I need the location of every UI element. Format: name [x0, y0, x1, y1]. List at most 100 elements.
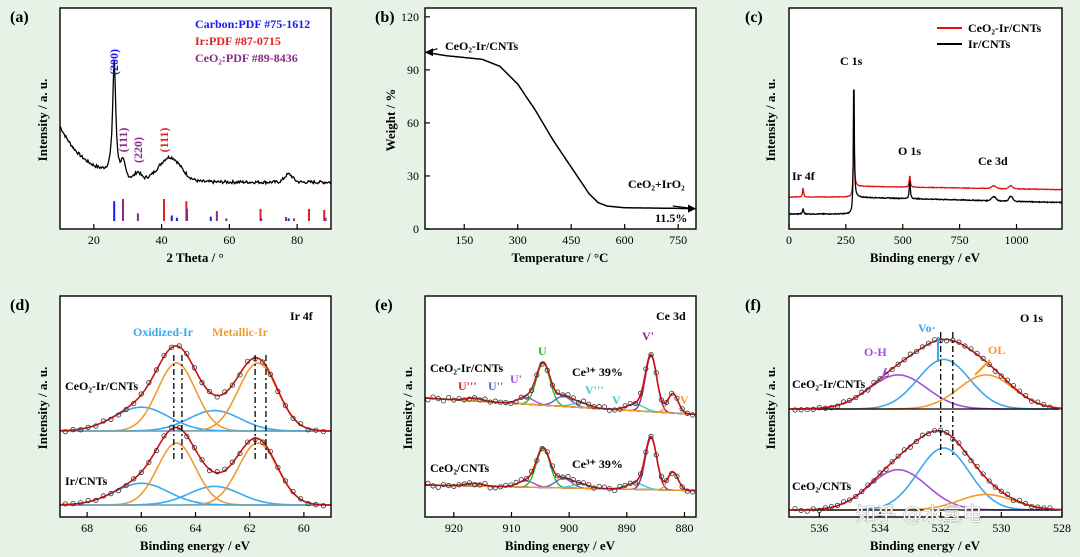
e-ceo2-ir-point [466, 396, 472, 402]
e-title: Ce 3d [656, 309, 686, 323]
c-xlabel: Binding energy / eV [870, 250, 981, 265]
e-ceo2-ir-point [658, 397, 665, 403]
e-ceo2-point [508, 482, 514, 488]
b-tga-curve [424, 51, 697, 210]
d-ir-point [214, 469, 220, 475]
d-ir-point [93, 497, 99, 503]
c-ylabel: Intensity / a. u. [763, 79, 778, 162]
e-ceo2-point [487, 485, 493, 491]
f-ceo2-point [792, 505, 798, 512]
e-ceo2-point [492, 485, 498, 491]
e-ceo2-ir-point [435, 396, 441, 402]
d-ir-point [184, 433, 190, 439]
e-ceo2-ir-point [508, 400, 514, 407]
f-ceo2-point [816, 507, 822, 513]
e-ceo2-ir-point [471, 395, 478, 401]
f-ceo2-ir-point [1016, 388, 1023, 394]
f-ceo2-point [895, 453, 901, 459]
e-ceo2-ir-point [534, 372, 540, 378]
d-ceo2-ir-point [123, 406, 129, 413]
e-V1-label: V' [642, 329, 654, 343]
f-ceo2-ir-point [998, 373, 1004, 379]
c-xtick-label-1: 250 [837, 233, 855, 247]
d-ir-point [290, 488, 296, 495]
e-ceo2-ir-point [627, 400, 633, 407]
d-ceo2-ir-point [100, 418, 106, 424]
f-ceo2-point [859, 488, 865, 494]
e-ceo2-point [555, 473, 561, 479]
d-ir-point [298, 496, 304, 502]
f-OH-label: O-H [864, 345, 887, 359]
d-xlabel: Binding energy / eV [140, 538, 251, 553]
f-ceo2-ir-point [840, 399, 847, 405]
f-ceo2-ir-point [919, 344, 926, 350]
f-ceo2-point [865, 482, 871, 488]
panel-a: 20 40 60 80 (a) 2 Theta / ° Intensity / a. … [10, 7, 332, 265]
b-residue-percent: 11.5% [655, 211, 687, 225]
a-peak-111-ir: (111) [157, 128, 171, 153]
d-ceo2-ir-point [290, 415, 296, 421]
d-ir-point [62, 501, 69, 507]
b-ytick-label-3: 90 [407, 63, 419, 77]
c-series-ir [788, 89, 1063, 216]
b-sample-label: CeO₂-Ir/CNTs [445, 39, 518, 53]
d-ceo2-ir-point [298, 421, 304, 427]
f-ceo2-point [871, 478, 877, 484]
d-ceo2-ir-point [275, 388, 281, 394]
f-Vo-label: Vo· [918, 321, 936, 335]
d-xtick-label-2: 64 [190, 521, 202, 535]
f-ceo2-point [834, 502, 841, 508]
d-ceo2-ir-point [237, 372, 243, 378]
e-ceo2-point [679, 484, 685, 490]
f-arrow-ol [974, 359, 991, 376]
b-residue-label: CeO₂+IrO₂ [628, 177, 685, 191]
e-V-label: V [612, 393, 621, 407]
d-ceo2-ir-point [146, 379, 152, 386]
f-ceo2-ir-point [859, 389, 865, 395]
c-C1s-label: C 1s [840, 54, 863, 68]
c-O1s-label: O 1s [898, 144, 921, 158]
a-xlabel: 2 Theta / ° [166, 250, 223, 265]
f-ceo2-fit [789, 429, 1063, 511]
b-ytick-label-1: 30 [407, 169, 419, 183]
e-ceo2-ir-point [503, 400, 509, 406]
panel-d: 68 66 64 62 60 (d) Binding energy / eV Inten… [10, 295, 332, 553]
d-ceo2-ir-point [176, 343, 182, 349]
f-ceo2-point [968, 458, 974, 464]
d-ir-point [85, 497, 91, 504]
d-ceo2-ir-point [260, 359, 266, 365]
f-ceo2-point [1047, 505, 1053, 511]
f-ceo2-ir-point [853, 394, 859, 401]
e-ceo2-point [648, 433, 654, 439]
panel-c: 0 250 500 750 1000 (c) Binding energy / eV I… [745, 7, 1063, 265]
e-ceo2-ir-point [679, 406, 685, 412]
d-ir-point [222, 466, 228, 472]
e-ceo2-point [617, 483, 623, 490]
c-xtick-label-0: 0 [786, 233, 792, 247]
b-ytick-label-2: 60 [407, 116, 419, 130]
f-xtick-label-1: 534 [871, 521, 889, 535]
f-ceo2-ir-point [828, 405, 835, 411]
d-ir-point [115, 488, 122, 494]
e-ceo2-ir-point [430, 394, 436, 400]
e-ceo2-point [523, 476, 530, 482]
e-ceo2-ir-point [684, 410, 690, 416]
e-ceo2-point [560, 474, 566, 480]
a-peak-111-ceo2: (111) [116, 128, 130, 153]
d-ir-point [191, 445, 198, 451]
f-ceo2-ir-point [962, 343, 968, 349]
e-ceo2-point [653, 452, 659, 458]
e-ceo2-ir-point [638, 390, 644, 396]
f-ceo2-point [828, 503, 835, 510]
f-ceo2-point [1041, 505, 1047, 511]
d-ir-point [138, 469, 144, 475]
f-ceo2-point [877, 470, 883, 476]
b-xtick-label-2: 450 [562, 233, 580, 247]
e-ylabel: Intensity / a. u. [400, 367, 415, 450]
e-ceo2-ir-point [596, 404, 602, 410]
f-ylabel: Intensity / a. u. [763, 367, 778, 450]
f-ceo2-ir-point [847, 397, 853, 403]
e-ceo2-point [674, 473, 680, 479]
f-ceo2-ir-point [822, 405, 829, 411]
f-ceo2-ir-point [889, 366, 895, 373]
